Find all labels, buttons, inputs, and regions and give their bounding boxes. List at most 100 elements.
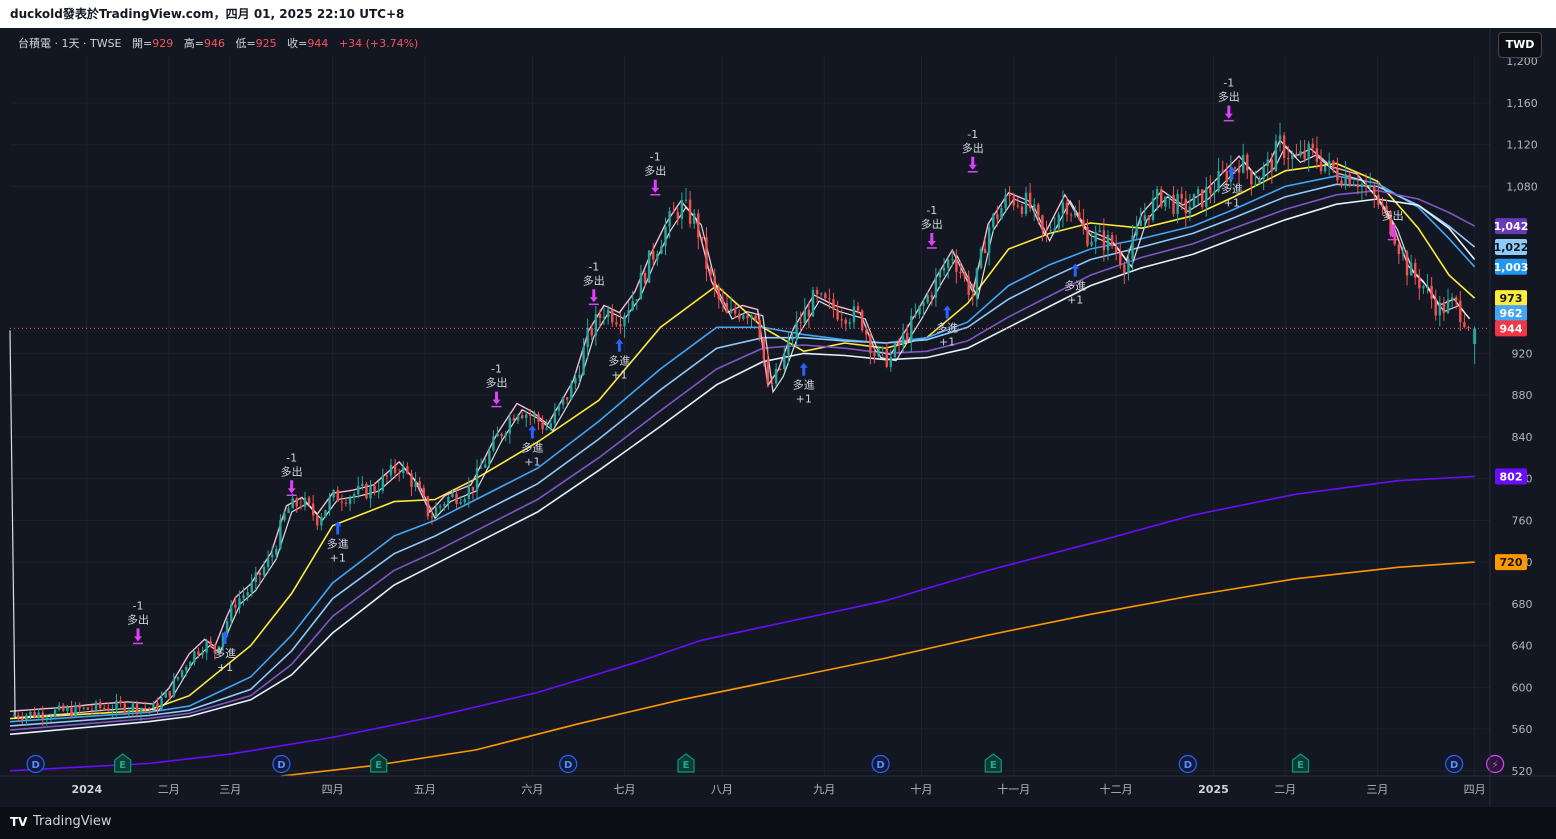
candle-body — [627, 310, 630, 316]
candle-body — [422, 488, 425, 497]
candle-body — [762, 337, 766, 360]
candle-body — [1303, 150, 1306, 159]
candle-body — [1295, 153, 1298, 156]
currency-button[interactable]: TWD — [1498, 32, 1542, 58]
candle-body — [746, 315, 749, 319]
candle-body — [266, 557, 270, 567]
candlesticks — [12, 122, 1477, 726]
candle-body — [1438, 302, 1442, 316]
exit-arrow-icon — [589, 289, 598, 303]
x-tick-label: 二月 — [1274, 783, 1296, 796]
candle-body — [1090, 241, 1093, 246]
candle-body — [1340, 180, 1343, 186]
candle-body — [332, 490, 335, 498]
candle-body — [537, 414, 540, 422]
candle-body — [742, 315, 745, 319]
candle-body — [451, 493, 454, 497]
candle-body — [377, 490, 380, 493]
candle-body — [1004, 195, 1007, 209]
candle-body — [1200, 189, 1204, 208]
candle-body — [1278, 135, 1282, 141]
candle-body — [398, 472, 401, 474]
signal-label: -1 — [491, 363, 502, 376]
candle-body — [705, 237, 708, 269]
candle-body — [16, 715, 20, 719]
candle-body — [1459, 300, 1462, 323]
candle-body — [1016, 205, 1020, 207]
candle-body — [381, 475, 385, 491]
candle-body — [1078, 212, 1081, 220]
candle-body — [1434, 298, 1437, 316]
candle-body — [344, 502, 348, 504]
entry-arrow-icon — [528, 425, 537, 439]
candle-body — [172, 679, 176, 697]
close-value: 944 — [307, 37, 329, 50]
signal-label: +1 — [1067, 294, 1083, 307]
candle-body — [1028, 192, 1032, 209]
candle-body — [225, 621, 229, 633]
candle-body — [1344, 174, 1347, 186]
candle-body — [402, 466, 405, 474]
candle-body — [594, 314, 598, 336]
candle-body — [787, 340, 790, 355]
candle-body — [82, 707, 85, 709]
chart-panel[interactable]: -1 多出 多進 +1 -1 多出 多進 +1 -1 多出 多進 +1 -1 多出 多進 +1 -1 多出 多進 +1… — [0, 28, 1556, 807]
candle-body — [119, 700, 122, 704]
candle-body — [549, 423, 552, 429]
earnings-badge-icon — [114, 753, 132, 773]
candle-body — [934, 277, 938, 298]
candle-body — [1455, 297, 1458, 301]
x-tick-label: 八月 — [711, 783, 733, 796]
candle-body — [1250, 170, 1253, 185]
candle-body — [1164, 196, 1167, 207]
signal-label: 多進 — [214, 646, 236, 660]
candle-body — [865, 330, 868, 335]
y-tick-label: 1,080 — [1506, 180, 1538, 193]
candle-body — [283, 513, 286, 521]
candle-body — [832, 299, 835, 310]
candle-body — [418, 481, 421, 489]
candle-body — [1442, 302, 1446, 314]
ma-line-2 — [9, 183, 1476, 727]
candle-body — [615, 322, 618, 325]
candle-body — [25, 715, 28, 721]
open-value: 929 — [152, 37, 174, 50]
candle-body — [1307, 143, 1310, 159]
candle-body — [623, 315, 626, 327]
candle-body — [135, 703, 139, 714]
candle-body — [1049, 230, 1052, 232]
candle-body — [361, 483, 364, 486]
entry-arrow-icon — [943, 305, 952, 319]
candle-body — [959, 271, 962, 274]
candle-body — [860, 310, 864, 331]
candle-body — [971, 295, 974, 297]
last-value-label — [1495, 218, 1527, 235]
open-label: 開= — [132, 37, 153, 50]
moving-average-lines — [9, 139, 1490, 777]
price-chart[interactable]: -1多出多進+1-1多出多進+1-1多出多進+1-1多出多進+1-1多出多進+1… — [0, 28, 1556, 807]
candle-body — [1446, 299, 1450, 314]
candle-body — [516, 415, 520, 421]
candle-body — [1196, 189, 1200, 194]
symbol-legend[interactable]: 台積電 · 1天 · TWSE 開=929 高=946 低=925 收=944 … — [18, 35, 418, 51]
candle-body — [213, 644, 217, 653]
candle-body — [1073, 212, 1077, 216]
candle-body — [819, 293, 823, 295]
brand-label[interactable]: TradingView — [33, 814, 112, 829]
candle-body — [680, 200, 684, 219]
candle-body — [578, 374, 581, 379]
candle-body — [164, 691, 167, 698]
candle-body — [738, 313, 741, 319]
candle-body — [795, 322, 798, 339]
candle-body — [570, 383, 573, 400]
candle-body — [1327, 160, 1331, 166]
candle-body — [848, 322, 852, 324]
candle-body — [1315, 148, 1319, 162]
signal-label: 多進 — [793, 378, 815, 392]
candle-body — [320, 517, 323, 526]
candle-body — [914, 314, 917, 316]
signal-label: +1 — [217, 661, 233, 674]
low-value: 925 — [255, 37, 277, 50]
y-tick-label: 920 — [1512, 347, 1533, 360]
candle-body — [1041, 215, 1044, 231]
